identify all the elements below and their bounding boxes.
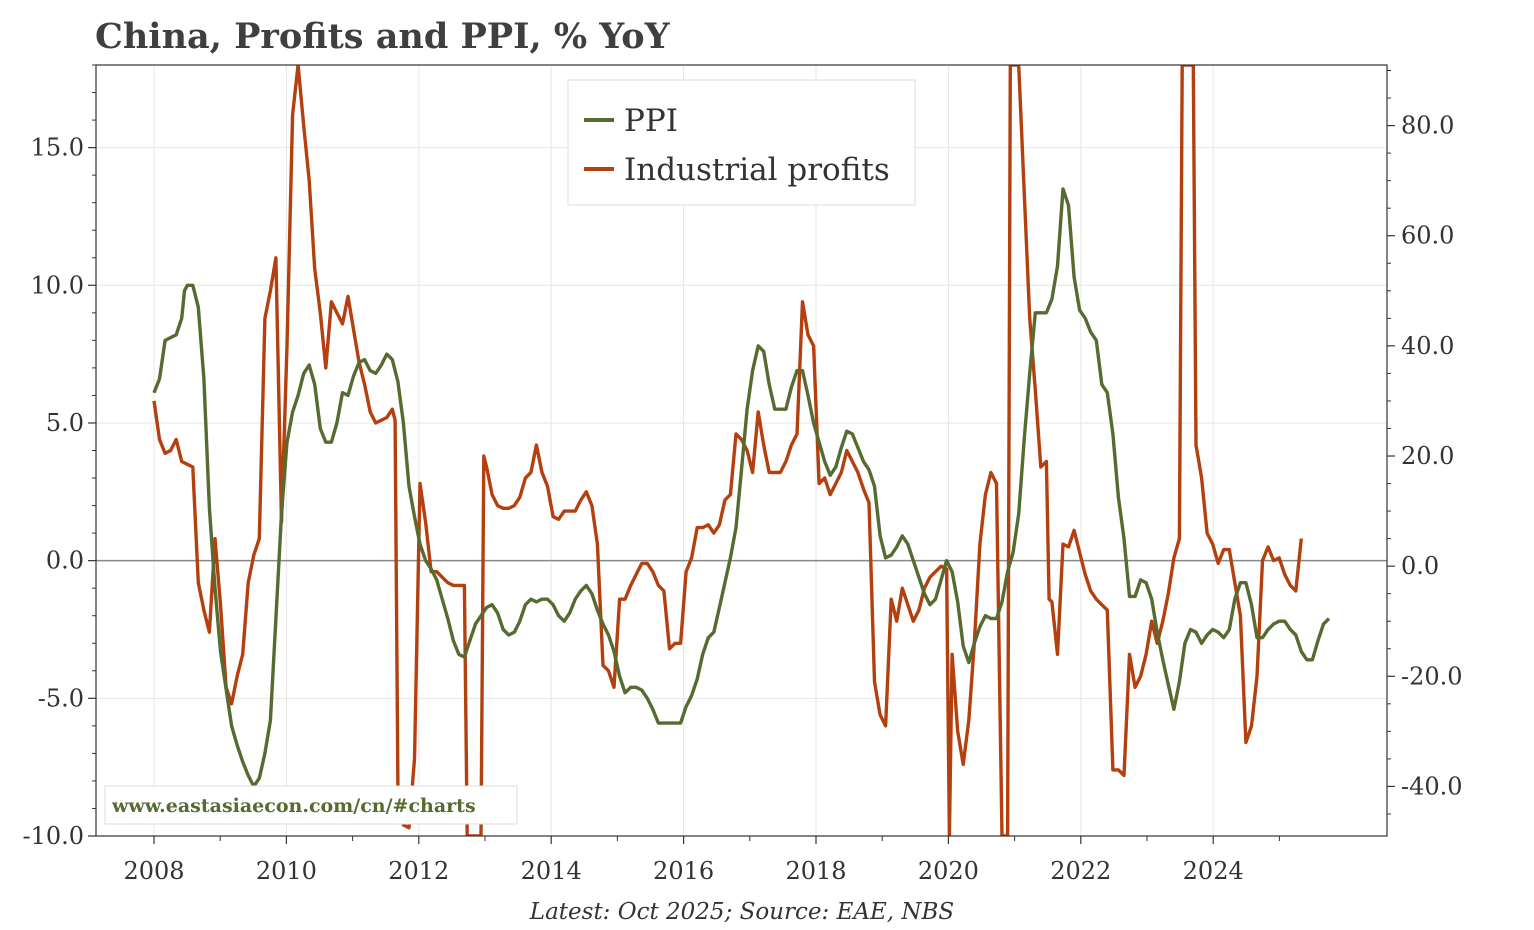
x-tick-label: 2014 (521, 857, 582, 885)
x-tick-label: 2008 (123, 857, 184, 885)
legend-label-profits: Industrial profits (624, 152, 890, 188)
y-axis-right-labels: 80.0 60.0 40.0 20.0 0.0 -20.0 -40.0 (1401, 112, 1463, 801)
legend-label-ppi: PPI (624, 103, 678, 139)
y-right-tick-label: 80.0 (1401, 112, 1454, 140)
axis-ticks (88, 64, 1395, 844)
x-tick-label: 2012 (388, 857, 449, 885)
y-left-tick-label: 15.0 (31, 134, 84, 162)
y-right-tick-label: 20.0 (1401, 442, 1454, 470)
chart-title: China, Profits and PPI, % YoY (95, 16, 671, 57)
legend: PPI Industrial profits (567, 79, 916, 206)
x-tick-label: 2022 (1050, 857, 1111, 885)
series-line-ppi (152, 187, 1331, 789)
x-tick-label: 2020 (918, 857, 979, 885)
y-right-tick-label: 0.0 (1401, 552, 1439, 580)
source-note: Latest: Oct 2025; Source: EAE, NBS (529, 899, 954, 925)
y-left-tick-label: -10.0 (22, 822, 84, 850)
y-right-tick-label: 40.0 (1401, 332, 1454, 360)
y-right-tick-label: 60.0 (1401, 222, 1454, 250)
series-line-profits (152, 65, 1303, 836)
watermark-box (104, 785, 518, 825)
x-axis-labels: 2008 2010 2012 2014 2016 2018 2020 2022 2024 (123, 857, 1243, 885)
watermark-link[interactable]: www.eastasiaecon.com/cn/#charts (111, 795, 476, 817)
x-tick-label: 2018 (785, 857, 846, 885)
series-lines (152, 65, 1331, 836)
y-right-tick-label: -20.0 (1401, 662, 1463, 690)
x-tick-label: 2016 (653, 857, 714, 885)
x-tick-label: 2010 (256, 857, 317, 885)
y-right-tick-label: -40.0 (1401, 772, 1463, 800)
legend-box (567, 79, 916, 206)
y-left-tick-label: 10.0 (31, 271, 84, 299)
y-left-tick-label: 0.0 (46, 547, 84, 575)
x-tick-label: 2024 (1183, 857, 1244, 885)
y-left-tick-label: -5.0 (38, 684, 84, 712)
y-axis-left-labels: 15.0 10.0 5.0 0.0 -5.0 -10.0 (22, 134, 84, 850)
y-left-tick-label: 5.0 (46, 409, 84, 437)
